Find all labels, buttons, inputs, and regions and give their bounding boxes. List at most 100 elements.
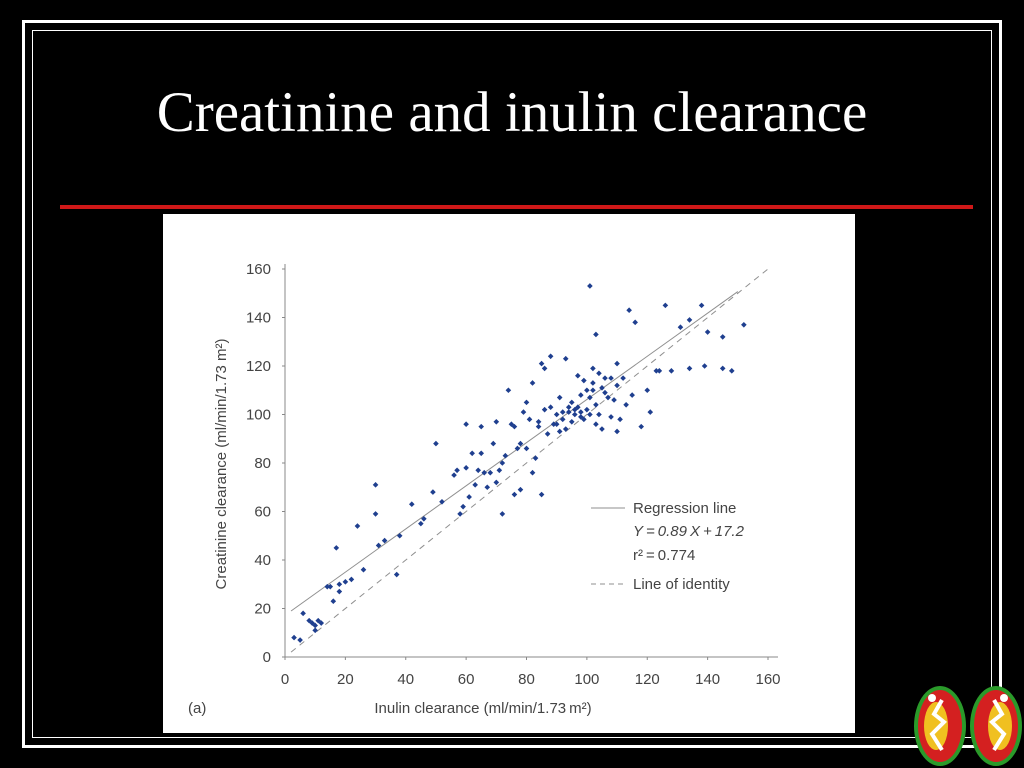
data-point xyxy=(550,421,557,427)
data-point xyxy=(581,416,587,423)
data-point xyxy=(644,387,651,394)
data-point xyxy=(608,375,614,381)
data-point xyxy=(460,503,466,510)
x-tick-label: 80 xyxy=(518,671,535,688)
legend-identity-label: Line of identity xyxy=(633,576,730,593)
data-point xyxy=(541,365,548,372)
data-point xyxy=(300,610,306,617)
data-point xyxy=(439,499,445,505)
data-point xyxy=(330,598,337,605)
data-point xyxy=(584,387,590,394)
data-point xyxy=(568,418,575,425)
data-point xyxy=(590,387,596,394)
data-point xyxy=(318,620,325,626)
data-point xyxy=(556,394,563,401)
data-point xyxy=(698,302,705,309)
y-tick-label: 120 xyxy=(246,358,271,375)
data-point xyxy=(553,421,560,427)
data-point xyxy=(327,583,334,590)
data-point xyxy=(662,302,669,309)
legend-r-squared: r² = 0.774 xyxy=(633,547,695,564)
data-point xyxy=(614,360,620,367)
data-point xyxy=(668,368,675,374)
data-point xyxy=(517,486,524,493)
y-tick-label: 80 xyxy=(254,455,271,472)
data-point xyxy=(559,409,566,415)
data-point xyxy=(454,467,460,474)
data-point xyxy=(493,418,500,425)
data-point xyxy=(614,382,620,389)
data-point xyxy=(647,409,654,415)
data-point xyxy=(511,423,518,430)
x-tick-label: 0 xyxy=(281,671,289,688)
data-point xyxy=(354,523,361,529)
data-point xyxy=(312,622,318,629)
y-tick-label: 60 xyxy=(254,504,271,521)
data-point xyxy=(511,491,518,498)
data-point xyxy=(393,571,400,578)
data-point xyxy=(593,402,599,408)
data-point xyxy=(584,406,590,413)
figure-panel: 0 20 40 60 80 100 120 140 160 0 20 40 60 80 100 120 140 1… xyxy=(163,214,855,733)
data-point xyxy=(469,450,475,457)
data-point xyxy=(623,402,629,408)
data-point xyxy=(324,583,331,590)
data-point xyxy=(599,426,605,432)
data-point xyxy=(478,450,485,457)
data-point xyxy=(478,423,485,430)
regression-line xyxy=(290,291,739,612)
data-point xyxy=(593,331,599,338)
data-point xyxy=(565,404,572,411)
slide-title: Creatinine and inulin clearance xyxy=(156,81,868,144)
y-tick-label: 100 xyxy=(246,407,271,424)
data-point xyxy=(451,472,457,478)
data-point xyxy=(360,566,367,573)
data-point xyxy=(523,399,530,406)
data-point xyxy=(475,467,481,474)
data-point xyxy=(315,617,322,624)
data-point xyxy=(493,479,500,486)
data-point xyxy=(602,375,608,381)
data-point xyxy=(484,484,491,491)
data-point xyxy=(517,440,524,447)
data-point xyxy=(463,465,469,471)
data-point xyxy=(538,491,545,498)
data-point xyxy=(547,404,554,411)
data-point xyxy=(457,511,463,517)
data-point xyxy=(372,511,379,517)
data-point xyxy=(572,411,578,418)
data-point xyxy=(421,515,427,522)
data-point xyxy=(620,375,626,381)
data-point xyxy=(547,353,554,360)
data-point xyxy=(719,365,726,372)
y-tick-label: 0 xyxy=(263,649,271,666)
data-point xyxy=(535,418,542,425)
data-point xyxy=(565,409,572,415)
data-point xyxy=(562,355,569,362)
data-point xyxy=(575,372,581,379)
data-point xyxy=(719,334,726,340)
data-point xyxy=(590,380,596,386)
data-point xyxy=(291,634,297,641)
data-point xyxy=(728,368,735,374)
data-point xyxy=(587,283,593,289)
data-point xyxy=(653,368,660,374)
data-point xyxy=(375,542,382,549)
legend-equation: Y = 0.89 X + 17.2 xyxy=(633,523,745,540)
data-point xyxy=(686,317,693,323)
data-point xyxy=(499,460,506,466)
data-point xyxy=(617,416,623,423)
y-tick-label: 140 xyxy=(246,310,271,327)
data-point xyxy=(481,469,488,476)
data-point xyxy=(575,404,581,411)
data-point xyxy=(408,501,415,508)
data-point xyxy=(587,394,593,401)
data-point xyxy=(342,579,349,585)
data-point xyxy=(578,392,584,398)
data-point xyxy=(596,411,602,418)
data-point xyxy=(581,377,587,384)
data-point xyxy=(502,452,509,459)
data-point xyxy=(466,494,472,500)
data-point xyxy=(541,406,548,413)
kidney-logo-icon xyxy=(914,686,1022,766)
